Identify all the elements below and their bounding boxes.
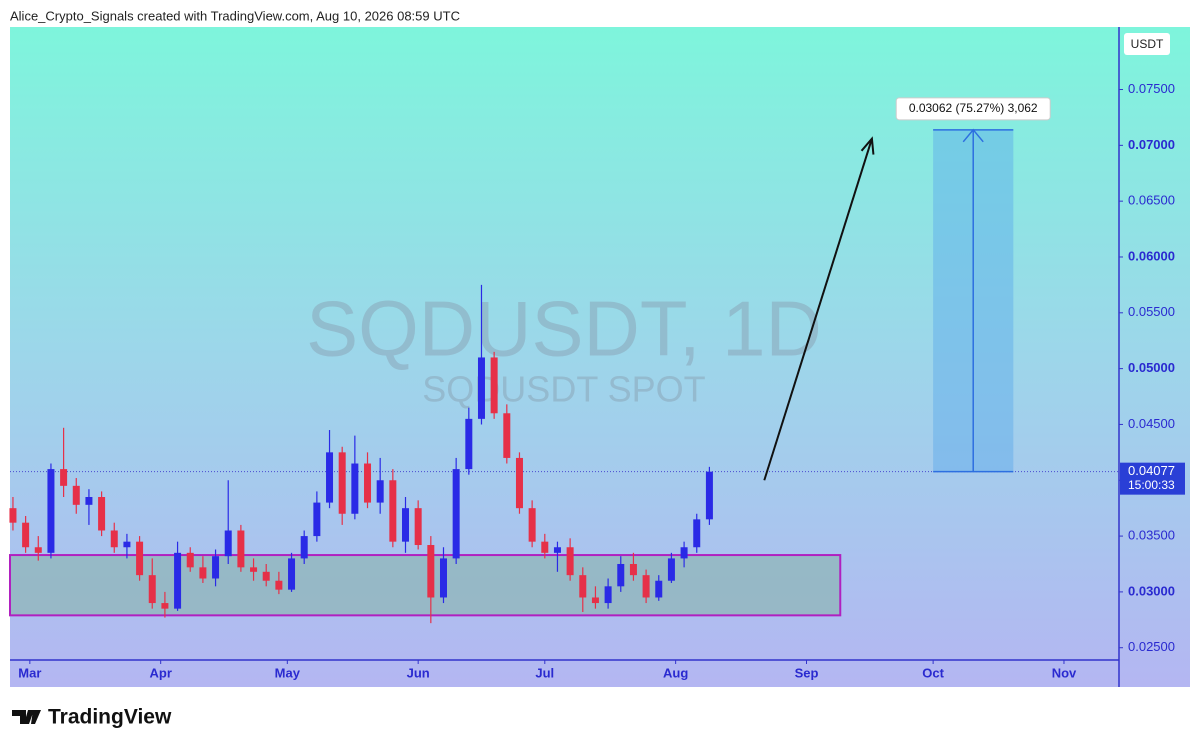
candle-body (351, 463, 359, 514)
candle-body (579, 575, 587, 598)
candle-body (161, 603, 169, 609)
y-tick-label: 0.03000 (1128, 583, 1175, 598)
candle-body (705, 471, 713, 520)
candle-body (439, 558, 447, 598)
candle-body (642, 575, 650, 598)
candle-body (313, 502, 321, 537)
candle-body (9, 508, 17, 523)
candle-body (591, 597, 599, 604)
target-label-box (895, 97, 1051, 121)
y-tick-label: 0.05000 (1128, 360, 1175, 375)
y-tick-label: 0.06500 (1128, 193, 1175, 208)
currency-box (1124, 33, 1170, 55)
y-tick-label: 0.06000 (1128, 248, 1175, 263)
candle-body (693, 519, 701, 548)
candle-body (680, 547, 688, 559)
target-label: 0.03062 (75.27%) 3,062 (909, 101, 1038, 115)
candle-body (110, 530, 118, 548)
candle-body (199, 567, 207, 579)
candle-body (338, 452, 346, 514)
candle-body (237, 530, 245, 568)
x-tick-label: May (275, 665, 301, 680)
candle-body (452, 469, 460, 559)
candle-body (477, 357, 485, 419)
y-tick-label: 0.05500 (1128, 304, 1175, 319)
candle-body (212, 556, 220, 579)
candle-body (553, 547, 561, 553)
watermark: SQDUSDT, 1D (306, 285, 822, 373)
candle-body (541, 541, 549, 553)
currency: USDT (1131, 37, 1164, 51)
candle-body (515, 457, 523, 509)
candle-body (98, 497, 106, 531)
last-price-label: 0.04077 (1128, 463, 1175, 478)
candle-body (300, 536, 308, 559)
candle-body (72, 485, 80, 505)
x-tick-label: Jul (535, 665, 554, 680)
candle-body (136, 541, 144, 576)
trend-arrowhead (860, 136, 875, 155)
logo-icon (12, 710, 41, 724)
candle-body (60, 469, 68, 486)
x-tick-label: Mar (18, 665, 41, 680)
candle-body (528, 508, 536, 542)
logo: TradingView (12, 706, 172, 729)
candle-body (34, 547, 42, 553)
y-tick-label: 0.03500 (1128, 528, 1175, 543)
logo-text: TradingView (48, 706, 172, 729)
x-tick-label: Apr (149, 665, 171, 680)
countdown: 15:00:33 (1128, 478, 1175, 492)
candle-body (364, 463, 372, 503)
x-tick-label: Nov (1052, 665, 1077, 680)
candle-body (566, 547, 574, 576)
y-tick-label: 0.04500 (1128, 416, 1175, 431)
candle-body (604, 586, 612, 604)
x-tick-label: Oct (922, 665, 944, 680)
target-arrowhead (962, 128, 984, 143)
candle-body (123, 541, 131, 548)
candle-body (414, 508, 422, 546)
candle-body (427, 545, 435, 598)
candle-body (288, 558, 296, 590)
candle-body (655, 580, 663, 598)
candle-body (47, 469, 55, 553)
candle-body (617, 563, 625, 587)
candle-body (224, 530, 232, 557)
x-tick-label: Sep (795, 665, 819, 680)
candle-body (250, 567, 258, 572)
candle-body (490, 357, 498, 414)
x-tick-label: Aug (663, 665, 688, 680)
plot: 0.03062 (75.27%) 3,062 (9, 97, 1119, 624)
candle-body (667, 558, 675, 581)
header: Alice_Crypto_Signals created with Tradin… (10, 8, 460, 23)
candle-body (262, 571, 270, 581)
candle-body (186, 552, 194, 568)
candle-body (148, 575, 156, 604)
candle-body (465, 418, 473, 470)
y-tick-label: 0.07000 (1128, 137, 1175, 152)
y-tick-label: 0.02500 (1128, 639, 1175, 654)
candle-body (275, 580, 283, 590)
candle-body (402, 508, 410, 542)
candle-body (85, 497, 93, 505)
candle-body (503, 413, 511, 458)
support-zone (9, 554, 842, 617)
candle-body (389, 480, 397, 542)
candle-body (22, 522, 30, 548)
y-tick-label: 0.07500 (1128, 81, 1175, 96)
candle-body (629, 563, 637, 576)
candle-body (326, 452, 334, 503)
candle-body (376, 480, 384, 503)
watermark-sub: SQDUSDT SPOT (422, 369, 705, 410)
last-price-tag (1120, 462, 1185, 495)
trend-arrow (763, 138, 873, 481)
candle-body (174, 552, 182, 609)
x-tick-label: Jun (407, 665, 430, 680)
